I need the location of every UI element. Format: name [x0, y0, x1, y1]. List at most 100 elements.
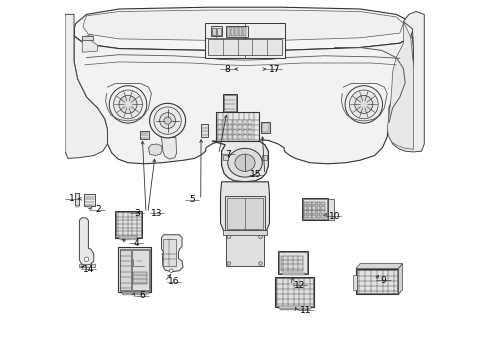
Text: 17: 17 — [269, 65, 280, 74]
Text: 1: 1 — [69, 194, 75, 203]
Bar — [303, 199, 327, 219]
Bar — [243, 27, 245, 36]
Bar — [233, 135, 237, 139]
Bar — [243, 120, 247, 124]
Bar — [261, 122, 270, 133]
Polygon shape — [162, 235, 183, 272]
Bar — [222, 230, 268, 235]
Bar — [302, 198, 328, 220]
Bar — [76, 205, 79, 207]
Bar — [328, 199, 334, 220]
Ellipse shape — [235, 154, 255, 171]
Text: 4: 4 — [133, 239, 139, 248]
Bar — [86, 206, 92, 207]
Bar — [248, 135, 252, 139]
Bar — [285, 309, 289, 310]
Text: 2: 2 — [96, 205, 101, 214]
Bar — [300, 309, 304, 310]
Bar — [233, 130, 237, 134]
Bar — [211, 26, 221, 36]
Bar — [223, 155, 228, 160]
Bar — [274, 277, 314, 307]
Polygon shape — [82, 34, 98, 52]
Text: 8: 8 — [224, 65, 230, 74]
Polygon shape — [65, 14, 107, 158]
Text: 10: 10 — [328, 212, 340, 220]
Text: 13: 13 — [151, 209, 163, 217]
Bar — [226, 26, 248, 37]
Text: 3: 3 — [134, 209, 140, 217]
Ellipse shape — [109, 86, 147, 123]
Bar — [138, 293, 142, 295]
Polygon shape — [387, 22, 414, 149]
Bar — [124, 238, 127, 240]
Polygon shape — [154, 112, 182, 139]
Polygon shape — [212, 141, 269, 182]
Bar — [278, 251, 308, 274]
Bar — [143, 293, 147, 295]
Bar — [304, 206, 307, 210]
Bar — [317, 202, 320, 205]
Bar — [282, 273, 305, 275]
Bar — [205, 23, 285, 58]
Bar — [262, 155, 267, 160]
Text: 14: 14 — [83, 265, 94, 274]
Bar — [248, 130, 252, 134]
Text: 15: 15 — [250, 170, 262, 179]
Bar — [216, 112, 259, 141]
Bar — [222, 135, 227, 139]
Bar — [134, 238, 137, 240]
Bar — [163, 239, 176, 266]
Bar — [228, 130, 232, 134]
Bar — [227, 27, 230, 36]
Bar — [317, 206, 320, 210]
Bar — [133, 293, 137, 295]
Bar — [222, 130, 227, 134]
Bar — [228, 120, 232, 124]
Bar — [262, 123, 269, 132]
Ellipse shape — [149, 103, 186, 138]
Bar — [121, 250, 130, 290]
Bar — [128, 293, 132, 295]
Bar — [218, 125, 222, 129]
Bar — [295, 309, 298, 310]
Ellipse shape — [114, 90, 143, 119]
Ellipse shape — [227, 235, 231, 239]
Bar — [321, 206, 324, 210]
Bar — [201, 124, 208, 137]
Bar — [222, 94, 237, 112]
Bar — [79, 264, 95, 267]
Bar — [279, 306, 311, 309]
Bar — [238, 120, 242, 124]
Bar — [212, 28, 216, 35]
Polygon shape — [79, 218, 94, 266]
Bar — [356, 269, 398, 294]
Bar — [233, 120, 237, 124]
Bar — [312, 206, 316, 210]
Bar — [233, 125, 237, 129]
Bar — [123, 293, 126, 295]
Polygon shape — [148, 144, 162, 156]
Ellipse shape — [160, 113, 175, 129]
Polygon shape — [389, 12, 424, 152]
Bar — [312, 215, 316, 218]
Bar — [308, 202, 312, 205]
Bar — [218, 120, 222, 124]
Bar — [304, 210, 307, 214]
Bar — [308, 215, 312, 218]
Bar — [120, 238, 123, 240]
Text: 12: 12 — [294, 281, 305, 289]
Bar — [117, 212, 141, 237]
Bar — [321, 202, 324, 205]
Bar — [225, 196, 265, 230]
Ellipse shape — [164, 117, 171, 124]
Bar — [84, 194, 95, 206]
Text: 11: 11 — [300, 306, 311, 315]
Bar — [208, 39, 282, 55]
Bar — [226, 234, 264, 266]
Bar — [119, 236, 137, 239]
Bar — [218, 130, 222, 134]
Bar — [238, 135, 242, 139]
Bar — [228, 135, 232, 139]
Bar — [312, 202, 316, 205]
